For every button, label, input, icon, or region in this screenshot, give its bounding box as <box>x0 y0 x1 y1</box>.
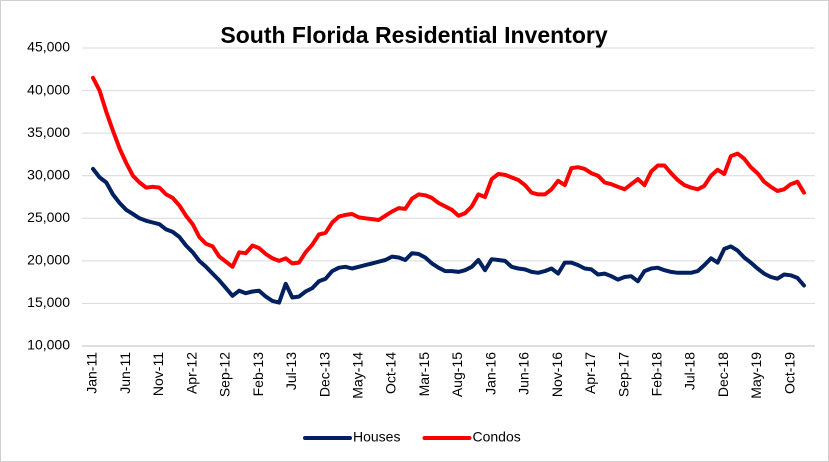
legend-label: Houses <box>353 429 400 445</box>
y-tick-label: 15,000 <box>27 294 70 310</box>
y-tick-label: 45,000 <box>27 39 70 55</box>
y-tick-label: 40,000 <box>27 81 70 97</box>
x-tick-label: Oct-14 <box>383 352 399 394</box>
x-tick-label: Feb-18 <box>649 352 665 397</box>
x-tick-label: Mar-15 <box>416 352 432 397</box>
x-tick-label: Dec-13 <box>316 352 332 397</box>
x-tick-label: Jun-16 <box>516 352 532 395</box>
x-tick-label: Aug-15 <box>449 352 465 397</box>
x-tick-label: Dec-18 <box>715 352 731 397</box>
x-tick-label: Jan-11 <box>84 352 100 394</box>
series-line <box>91 75 806 269</box>
x-tick-label: Jan-16 <box>482 352 498 395</box>
x-tick-label: Sep-12 <box>217 352 233 397</box>
y-tick-label: 10,000 <box>27 337 70 353</box>
series-line <box>91 166 806 305</box>
y-tick-label: 20,000 <box>27 252 70 268</box>
x-tick-label: Oct-19 <box>781 352 797 394</box>
x-tick-label: Apr-17 <box>582 352 598 394</box>
x-tick-label: Nov-16 <box>549 352 565 397</box>
x-tick-label: Nov-11 <box>150 352 166 396</box>
chart-title: South Florida Residential Inventory <box>220 22 607 48</box>
x-tick-label: May-14 <box>349 352 365 399</box>
x-tick-label: Jun-11 <box>117 352 133 394</box>
y-tick-label: 25,000 <box>27 209 70 225</box>
y-tick-label: 35,000 <box>27 124 70 140</box>
y-tick-label: 30,000 <box>27 166 70 182</box>
x-tick-label: Jul-13 <box>283 352 299 390</box>
legend-label: Condos <box>472 429 520 445</box>
x-tick-label: Apr-12 <box>183 352 199 394</box>
x-tick-label: Sep-17 <box>615 352 631 397</box>
x-tick-label: May-19 <box>748 352 764 399</box>
x-tick-label: Jul-18 <box>682 352 698 390</box>
x-tick-label: Feb-13 <box>250 352 266 397</box>
